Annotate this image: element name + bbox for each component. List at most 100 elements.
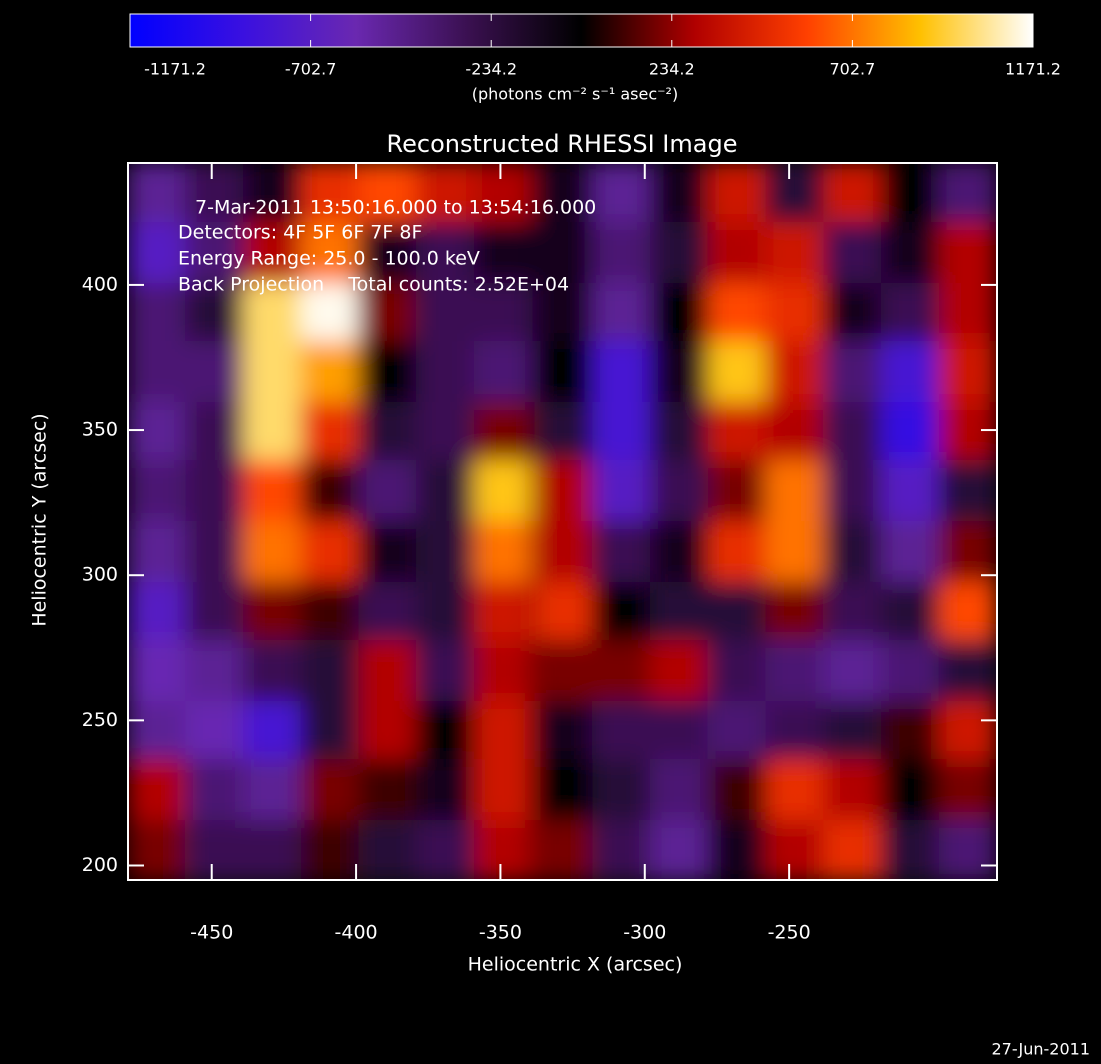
heat-cell — [300, 401, 360, 464]
colorbar-tick-label: 1171.2 — [1005, 60, 1061, 79]
heat-cell — [765, 521, 825, 583]
y-tick-label: 200 — [82, 854, 118, 876]
heat-cell — [358, 341, 418, 403]
heat-cell — [416, 819, 475, 880]
heat-cell — [473, 581, 533, 644]
heat-cell — [938, 460, 997, 522]
heat-cell — [881, 640, 940, 702]
heat-cell — [592, 341, 652, 403]
x-tick-label: -250 — [768, 922, 811, 944]
heat-cell — [242, 759, 302, 821]
heat-cell — [242, 521, 302, 583]
heat-cell — [881, 163, 940, 224]
heat-cell — [765, 460, 825, 522]
annotation: Energy Range: 25.0 - 100.0 keV — [178, 248, 480, 270]
heat-cell — [128, 341, 187, 403]
heat-cell — [534, 282, 594, 345]
heat-cell — [650, 700, 709, 763]
heat-cell — [707, 341, 767, 403]
heat-cell — [765, 819, 825, 880]
heat-cell — [592, 819, 652, 880]
heat-cell — [534, 341, 594, 403]
heat-cell — [416, 163, 475, 224]
heat-cell — [765, 640, 825, 702]
heat-cell — [765, 341, 825, 403]
heat-cell — [416, 640, 475, 702]
heat-cell — [707, 222, 767, 284]
heat-cell — [416, 581, 475, 644]
heat-cell — [473, 163, 533, 224]
heat-cell — [823, 163, 883, 224]
heat-cell — [242, 460, 302, 522]
heat-cell — [823, 222, 883, 284]
heat-cell — [358, 581, 418, 644]
heat-cell — [650, 521, 709, 583]
heat-cell — [938, 640, 997, 702]
heat-cell — [765, 700, 825, 763]
heat-cell — [300, 700, 360, 763]
heat-cell — [707, 640, 767, 702]
heat-cell — [300, 819, 360, 880]
heat-cell — [185, 282, 244, 345]
heat-cell — [881, 819, 940, 880]
y-axis-label: Heliocentric Y (arcsec) — [29, 413, 51, 626]
heat-cell — [358, 759, 418, 821]
heat-cell — [128, 222, 187, 284]
plot-frame — [127, 162, 998, 881]
heat-cell — [534, 759, 594, 821]
heat-cell — [938, 521, 997, 583]
x-tick-label: -350 — [479, 922, 522, 944]
heat-cell — [358, 282, 418, 345]
heat-cell — [823, 759, 883, 821]
heat-cell — [300, 163, 360, 224]
heat-cell — [823, 341, 883, 403]
colorbar-tick-label: -702.7 — [285, 60, 337, 79]
heat-cell — [242, 819, 302, 880]
heat-cell — [300, 341, 360, 403]
heat-cell — [534, 163, 594, 224]
heat-cell — [592, 401, 652, 464]
heat-cell — [938, 282, 997, 345]
heat-cell — [242, 700, 302, 763]
heat-cell — [473, 521, 533, 583]
heat-cell — [473, 401, 533, 464]
heat-cell — [881, 222, 940, 284]
heat-cell — [300, 282, 360, 345]
colorbar-tick-label: 234.2 — [649, 60, 695, 79]
heat-cell — [534, 581, 594, 644]
heat-cell — [534, 460, 594, 522]
heat-cell — [473, 460, 533, 522]
heat-cell — [592, 282, 652, 345]
heat-cell — [881, 759, 940, 821]
heat-cell — [185, 819, 244, 880]
heat-cell — [650, 401, 709, 464]
annotation: Back Projection Total counts: 2.52E+04 — [178, 274, 569, 296]
heat-cell — [650, 163, 709, 224]
heat-cell — [707, 759, 767, 821]
heat-cell — [938, 163, 997, 224]
heat-cell — [128, 581, 187, 644]
heat-cell — [938, 759, 997, 821]
heat-cell — [707, 460, 767, 522]
y-tick-label: 350 — [82, 419, 118, 441]
heat-cell — [300, 640, 360, 702]
heat-cell — [416, 521, 475, 583]
heat-cell — [823, 640, 883, 702]
heat-cell — [938, 819, 997, 880]
heat-cell — [185, 759, 244, 821]
heat-cell — [592, 581, 652, 644]
x-axis-label: Heliocentric X (arcsec) — [468, 954, 683, 976]
heat-cell — [823, 521, 883, 583]
heat-cell — [128, 521, 187, 583]
heat-cell — [473, 759, 533, 821]
heat-cell — [242, 282, 302, 345]
heat-cell — [650, 819, 709, 880]
heat-cell — [650, 640, 709, 702]
heat-cell — [823, 819, 883, 880]
heat-cell — [707, 163, 767, 224]
heat-cell — [128, 163, 187, 224]
heat-cell — [358, 521, 418, 583]
heat-cell — [185, 521, 244, 583]
heat-cell — [416, 460, 475, 522]
